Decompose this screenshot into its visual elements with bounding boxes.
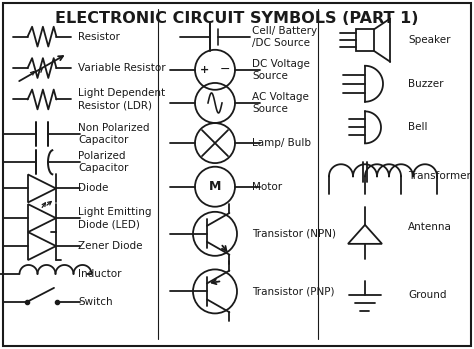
Text: +: + — [201, 65, 210, 75]
Polygon shape — [28, 204, 56, 232]
Text: −: − — [220, 63, 230, 76]
Text: Motor: Motor — [252, 182, 282, 192]
Text: Bell: Bell — [408, 122, 428, 132]
Text: ELECTRONIC CIRCUIT SYMBOLS (PART 1): ELECTRONIC CIRCUIT SYMBOLS (PART 1) — [55, 11, 419, 26]
Text: AC Voltage
Source: AC Voltage Source — [252, 92, 309, 114]
Text: Cell/ Battery
/DC Source: Cell/ Battery /DC Source — [252, 25, 317, 48]
Text: Buzzer: Buzzer — [408, 79, 444, 89]
Text: DC Voltage
Source: DC Voltage Source — [252, 59, 310, 81]
Text: Transistor (NPN): Transistor (NPN) — [252, 229, 336, 239]
Text: M: M — [209, 180, 221, 193]
Text: Speaker: Speaker — [408, 35, 450, 45]
Text: Switch: Switch — [78, 297, 113, 307]
Text: Inductor: Inductor — [78, 269, 121, 279]
Text: Light Emitting
Diode (LED): Light Emitting Diode (LED) — [78, 207, 152, 229]
Text: Ground: Ground — [408, 290, 447, 300]
Text: Resistor: Resistor — [78, 32, 120, 42]
Text: Zener Diode: Zener Diode — [78, 241, 143, 251]
Text: Transistor (PNP): Transistor (PNP) — [252, 287, 335, 296]
Polygon shape — [28, 174, 56, 202]
Polygon shape — [28, 232, 56, 260]
Text: Diode: Diode — [78, 184, 109, 193]
Text: Light Dependent
Resistor (LDR): Light Dependent Resistor (LDR) — [78, 88, 165, 111]
Text: Transformer: Transformer — [408, 171, 471, 181]
Text: Lamp/ Bulb: Lamp/ Bulb — [252, 138, 311, 148]
Text: Non Polarized
Capacitor: Non Polarized Capacitor — [78, 123, 149, 146]
Text: Antenna: Antenna — [408, 222, 452, 232]
Bar — [356, 29, 374, 51]
Text: Polarized
Capacitor: Polarized Capacitor — [78, 151, 128, 173]
Text: Variable Resistor: Variable Resistor — [78, 63, 165, 73]
